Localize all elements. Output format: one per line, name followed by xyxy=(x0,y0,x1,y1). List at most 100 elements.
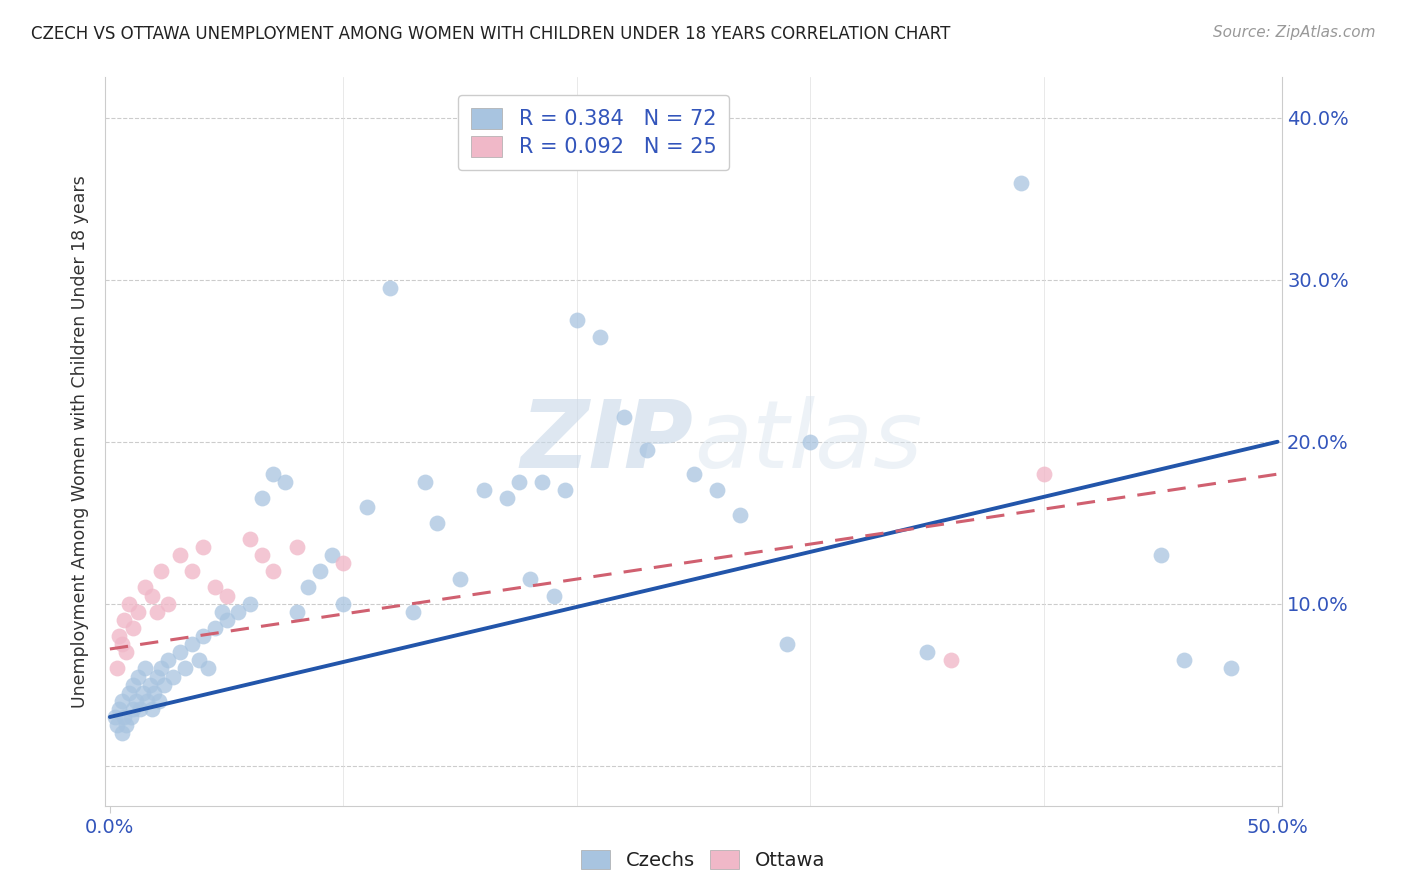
Point xyxy=(136,694,159,708)
Point xyxy=(378,281,401,295)
Point xyxy=(115,718,138,732)
Point xyxy=(157,597,180,611)
Point xyxy=(180,637,202,651)
Point xyxy=(117,686,139,700)
Point xyxy=(449,573,471,587)
Point xyxy=(122,702,145,716)
Point xyxy=(138,678,160,692)
Point xyxy=(105,718,128,732)
Point xyxy=(215,613,238,627)
Point xyxy=(110,726,132,740)
Point xyxy=(112,710,135,724)
Point xyxy=(141,702,163,716)
Point xyxy=(589,329,612,343)
Text: atlas: atlas xyxy=(693,396,922,487)
Point xyxy=(143,686,166,700)
Point xyxy=(250,491,273,506)
Point xyxy=(193,540,215,554)
Point xyxy=(285,605,308,619)
Y-axis label: Unemployment Among Women with Children Under 18 years: Unemployment Among Women with Children U… xyxy=(72,176,89,708)
Point xyxy=(250,548,273,562)
Point xyxy=(543,589,565,603)
Text: ZIP: ZIP xyxy=(520,396,693,488)
Point xyxy=(150,564,173,578)
Point xyxy=(356,500,378,514)
Point xyxy=(1219,661,1241,675)
Point xyxy=(228,605,250,619)
Point xyxy=(127,605,149,619)
Point xyxy=(426,516,449,530)
Point xyxy=(127,669,149,683)
Point xyxy=(799,434,821,449)
Point xyxy=(332,597,354,611)
Point xyxy=(180,564,202,578)
Point xyxy=(682,467,704,482)
Point xyxy=(730,508,752,522)
Point xyxy=(129,702,152,716)
Point xyxy=(141,589,163,603)
Legend: Czechs, Ottawa: Czechs, Ottawa xyxy=(574,842,832,878)
Point xyxy=(519,573,541,587)
Point xyxy=(110,637,132,651)
Point xyxy=(332,556,354,570)
Point xyxy=(108,629,131,643)
Point xyxy=(120,710,142,724)
Point xyxy=(112,613,135,627)
Point xyxy=(613,410,636,425)
Point xyxy=(169,645,191,659)
Point xyxy=(108,702,131,716)
Point xyxy=(496,491,519,506)
Point xyxy=(706,483,728,498)
Point xyxy=(1010,176,1032,190)
Point xyxy=(239,597,262,611)
Point xyxy=(105,661,128,675)
Point xyxy=(122,678,145,692)
Point xyxy=(285,540,308,554)
Point xyxy=(115,645,138,659)
Text: CZECH VS OTTAWA UNEMPLOYMENT AMONG WOMEN WITH CHILDREN UNDER 18 YEARS CORRELATIO: CZECH VS OTTAWA UNEMPLOYMENT AMONG WOMEN… xyxy=(31,25,950,43)
Point xyxy=(117,597,139,611)
Point xyxy=(204,581,226,595)
Point xyxy=(215,589,238,603)
Point xyxy=(472,483,495,498)
Point xyxy=(939,653,962,667)
Point xyxy=(1033,467,1056,482)
Point xyxy=(148,694,170,708)
Point xyxy=(152,678,174,692)
Point xyxy=(402,605,425,619)
Point xyxy=(530,475,553,490)
Point xyxy=(173,661,195,675)
Point xyxy=(145,605,167,619)
Point xyxy=(636,442,658,457)
Text: Source: ZipAtlas.com: Source: ZipAtlas.com xyxy=(1212,25,1375,40)
Point xyxy=(1173,653,1195,667)
Point xyxy=(134,581,156,595)
Point xyxy=(262,564,284,578)
Point xyxy=(145,669,167,683)
Point xyxy=(103,710,125,724)
Point xyxy=(204,621,226,635)
Point xyxy=(776,637,799,651)
Point xyxy=(187,653,209,667)
Point xyxy=(565,313,588,327)
Point xyxy=(150,661,173,675)
Point xyxy=(309,564,332,578)
Point xyxy=(1150,548,1173,562)
Point xyxy=(162,669,184,683)
Point xyxy=(131,686,153,700)
Point xyxy=(297,581,319,595)
Point xyxy=(915,645,938,659)
Point xyxy=(508,475,530,490)
Point xyxy=(262,467,284,482)
Point xyxy=(110,694,132,708)
Point xyxy=(239,532,262,546)
Legend: R = 0.384   N = 72, R = 0.092   N = 25: R = 0.384 N = 72, R = 0.092 N = 25 xyxy=(458,95,728,169)
Point xyxy=(211,605,233,619)
Point xyxy=(197,661,219,675)
Point xyxy=(554,483,576,498)
Point xyxy=(134,661,156,675)
Point xyxy=(124,694,146,708)
Point xyxy=(321,548,343,562)
Point xyxy=(413,475,436,490)
Point xyxy=(169,548,191,562)
